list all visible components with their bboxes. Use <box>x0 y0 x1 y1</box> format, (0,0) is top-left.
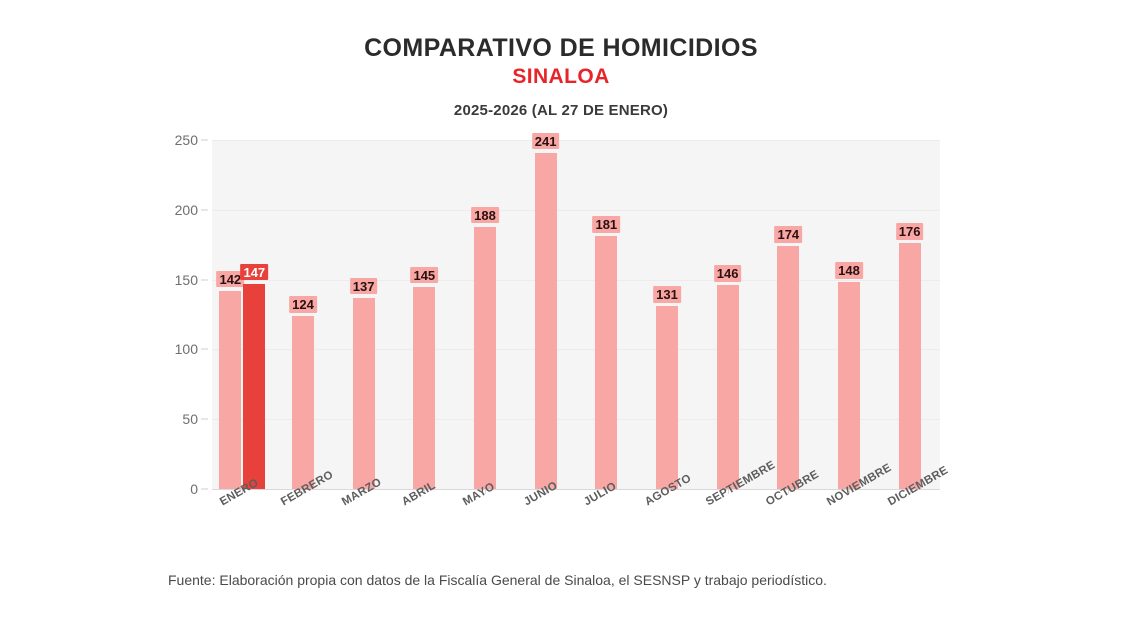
bar-value-label: 241 <box>531 132 560 150</box>
bar-value-label: 148 <box>835 262 863 280</box>
y-axis-tick-label: 50 <box>182 411 198 428</box>
bar-junio-2025[interactable]: 241 <box>531 132 560 489</box>
bar-value-label: 146 <box>713 265 742 282</box>
x-axis-tick-mark <box>545 489 547 494</box>
y-axis-tick-mark <box>201 418 208 420</box>
bar-febrero-2025[interactable]: 124 <box>289 295 317 489</box>
x-axis-tick-mark <box>485 489 486 494</box>
x-axis-tick-mark <box>849 489 850 494</box>
bar-series: 142 147 124 137 145 188 241 181 131 146 174 148 176 <box>212 132 940 489</box>
bar-noviembre-2025[interactable]: 148 <box>835 262 863 489</box>
bar-value-label: 181 <box>592 216 621 233</box>
bar-value-label: 145 <box>410 266 439 284</box>
x-axis-tick-mark <box>242 489 244 494</box>
y-axis-tick-label: 150 <box>174 271 198 288</box>
gridline <box>212 419 940 421</box>
bar-value-label: 137 <box>349 277 378 295</box>
plot-background <box>212 140 940 489</box>
bar-value-label: 124 <box>289 295 317 313</box>
x-axis-tick-mark <box>909 489 911 494</box>
chart-title-block: COMPARATIVO DE HOMICIDIOS SINALOA 2025-2… <box>0 34 1122 119</box>
x-axis-tick-mark <box>424 489 426 494</box>
bar-agosto-2025[interactable]: 131 <box>653 286 681 489</box>
bar-enero-2025[interactable]: 142 <box>216 270 245 489</box>
bar-enero-2026[interactable]: 147 <box>240 263 269 489</box>
bar-value-label: 142 <box>216 270 245 288</box>
chart-period: 2025-2026 (AL 27 DE ENERO) <box>453 102 669 120</box>
gridline <box>212 140 940 141</box>
plot-area <box>212 140 940 489</box>
x-axis-tick-mark <box>606 489 608 494</box>
x-axis-tick-mark <box>363 489 365 494</box>
y-axis-tick-mark <box>201 209 208 211</box>
y-axis-tick-label: 0 <box>190 481 198 497</box>
y-axis: 0 50 100 150 200 250 <box>0 132 212 497</box>
gridline <box>212 279 940 281</box>
bar-octubre-2025[interactable]: 174 <box>774 226 803 489</box>
chart-subtitle-state: SINALOA <box>512 65 610 88</box>
bar-value-label: 188 <box>471 206 499 224</box>
y-axis-tick-label: 250 <box>174 132 198 148</box>
bar-septiembre-2025[interactable]: 146 <box>713 265 742 489</box>
x-axis-baseline <box>212 489 940 490</box>
bar-value-label: 176 <box>895 223 924 240</box>
bar-value-label: 174 <box>774 226 803 243</box>
bar-abril-2025[interactable]: 145 <box>410 266 439 489</box>
y-axis-tick-label: 100 <box>174 341 198 358</box>
bar-value-label: 131 <box>653 286 681 303</box>
y-axis-tick-mark <box>201 488 208 490</box>
x-axis-tick-mark <box>727 489 729 494</box>
y-axis-tick-mark <box>201 279 208 281</box>
y-axis-tick-label: 200 <box>174 201 198 218</box>
bar-value-label: 147 <box>240 263 269 281</box>
bar-julio-2025[interactable]: 181 <box>592 216 621 489</box>
x-axis-tick-mark <box>303 489 304 494</box>
x-axis-labels: ENERO FEBRERO MARZO ABRIL MAYO JUNIO JULIO AGOS… <box>212 459 950 562</box>
source-note: Fuente: Elaboración propia con datos de … <box>168 572 827 588</box>
page-title: COMPARATIVO DE HOMICIDIOS <box>364 34 758 62</box>
x-axis-tick-mark <box>667 489 668 494</box>
bar-marzo-2025[interactable]: 137 <box>349 277 378 489</box>
bar-diciembre-2025[interactable]: 176 <box>895 223 924 489</box>
gridline <box>212 349 940 351</box>
gridline <box>212 209 940 211</box>
y-axis-tick-mark <box>201 139 208 141</box>
bar-mayo-2025[interactable]: 188 <box>471 206 499 489</box>
x-axis-tick-mark <box>788 489 790 494</box>
y-axis-tick-mark <box>201 348 208 350</box>
